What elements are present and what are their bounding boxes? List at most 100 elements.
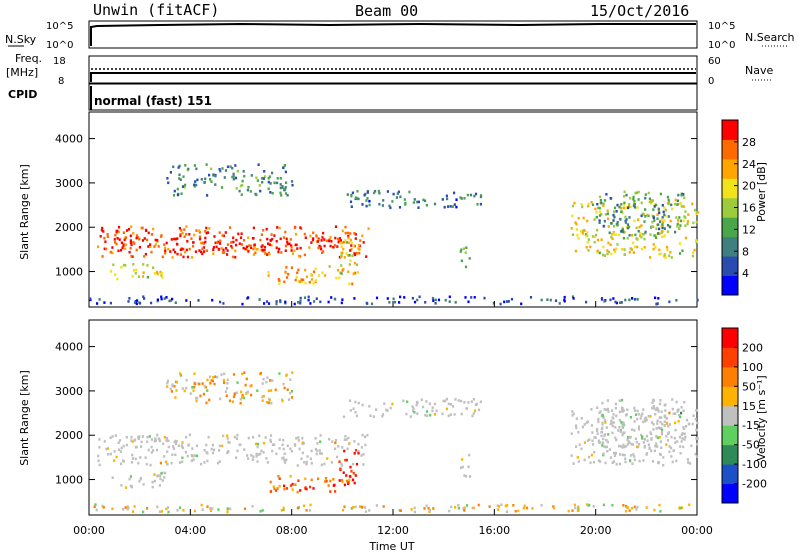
velocity-cell [655, 434, 658, 438]
velocity-cell [198, 382, 201, 386]
power-cell [285, 266, 288, 269]
velocity-cell [504, 504, 507, 508]
power-cell [269, 182, 272, 185]
power-cell [321, 236, 324, 239]
velocity-cell [345, 458, 348, 462]
velocity-cell [638, 459, 641, 463]
power-cell [666, 195, 669, 199]
power-cell [260, 233, 263, 236]
power-cell [175, 242, 179, 246]
velocity-cell [452, 405, 455, 408]
power-cell [143, 255, 146, 258]
velocity-cell [177, 444, 180, 447]
power-cell [342, 267, 345, 271]
velocity-cell [213, 382, 216, 386]
velocity-cell [643, 446, 646, 449]
velocity-cell [357, 449, 360, 453]
power-cell [266, 253, 269, 256]
power-cell [303, 296, 307, 299]
power-cell [242, 170, 245, 173]
power-cell [253, 245, 256, 249]
velocity-cell [671, 460, 674, 464]
velocity-cell [619, 453, 622, 456]
velocity-cell [181, 460, 184, 464]
velocity-cell [94, 503, 97, 506]
velocity-cell [355, 462, 359, 466]
velocity-cell [595, 427, 599, 431]
velocity-cell [361, 433, 364, 437]
velocity-cell [350, 507, 353, 510]
power-cell [128, 250, 131, 254]
power-cell [279, 186, 282, 190]
power-cell [290, 244, 293, 247]
power-cell [622, 230, 625, 234]
power-cell [643, 246, 646, 249]
velocity-cell [149, 463, 152, 467]
power-cell [178, 164, 181, 168]
velocity-cell [192, 458, 195, 461]
velocity-cell [214, 375, 217, 378]
power-cell [279, 237, 282, 241]
power-cell [286, 276, 289, 279]
velocity-cell [433, 413, 437, 416]
velocity-cell [601, 414, 605, 418]
power-cell [244, 247, 247, 251]
velocity-cell [352, 462, 355, 466]
power-cell [276, 181, 279, 185]
velocity-cell [290, 449, 293, 453]
velocity-cell [677, 408, 680, 411]
power-cell [179, 178, 182, 181]
power-cell [343, 256, 346, 259]
velocity-cell [340, 464, 343, 467]
velocity-cell [619, 429, 622, 432]
velocity-cell [601, 426, 604, 430]
velocity-cell [120, 462, 123, 466]
velocity-cell [645, 506, 648, 509]
power-cell [443, 205, 446, 209]
velocity-cell [362, 453, 365, 456]
power-ylabel: Slant Range [km] [18, 164, 31, 260]
velocity-cell [301, 436, 304, 440]
power-cell [271, 191, 274, 195]
velocity-cell [619, 430, 622, 434]
power-cell [640, 235, 643, 239]
power-cell [661, 215, 664, 219]
power-cell [598, 251, 601, 255]
power-cell [621, 228, 624, 232]
power-cell [164, 249, 167, 252]
power-cell [288, 242, 291, 246]
velocity-cell [651, 421, 654, 424]
power-cell [600, 238, 603, 241]
velocity-cell [189, 392, 192, 395]
velocity-cell [665, 422, 668, 425]
velocity-cell [261, 395, 264, 399]
power-cell [290, 249, 293, 252]
velocity-cell [338, 479, 341, 482]
power-cell [507, 300, 510, 303]
velocity-cell [386, 409, 389, 412]
power-cell [156, 298, 159, 302]
power-cell [663, 206, 666, 210]
velocity-cell [153, 473, 156, 476]
velocity-cell [618, 426, 621, 429]
velocity-cell [425, 410, 429, 413]
velocity-cell [460, 399, 463, 403]
date-title: 15/Oct/2016 [590, 2, 689, 20]
power-cell [185, 233, 188, 236]
velocity-cell [194, 382, 197, 385]
power-cell [464, 296, 467, 299]
power-cell [106, 235, 109, 239]
power-cell [299, 301, 302, 305]
power-cell [666, 248, 669, 252]
velocity-cell [655, 427, 658, 430]
power-cell [137, 275, 141, 278]
power-cell [674, 230, 677, 234]
power-cell [294, 278, 297, 282]
velocity-cell [668, 450, 671, 454]
power-cell [183, 235, 186, 238]
velocity-cell [665, 417, 668, 420]
power-cell [232, 240, 235, 244]
power-cell [147, 245, 150, 248]
velocity-cell [622, 443, 625, 447]
velocity-cell [226, 382, 229, 385]
